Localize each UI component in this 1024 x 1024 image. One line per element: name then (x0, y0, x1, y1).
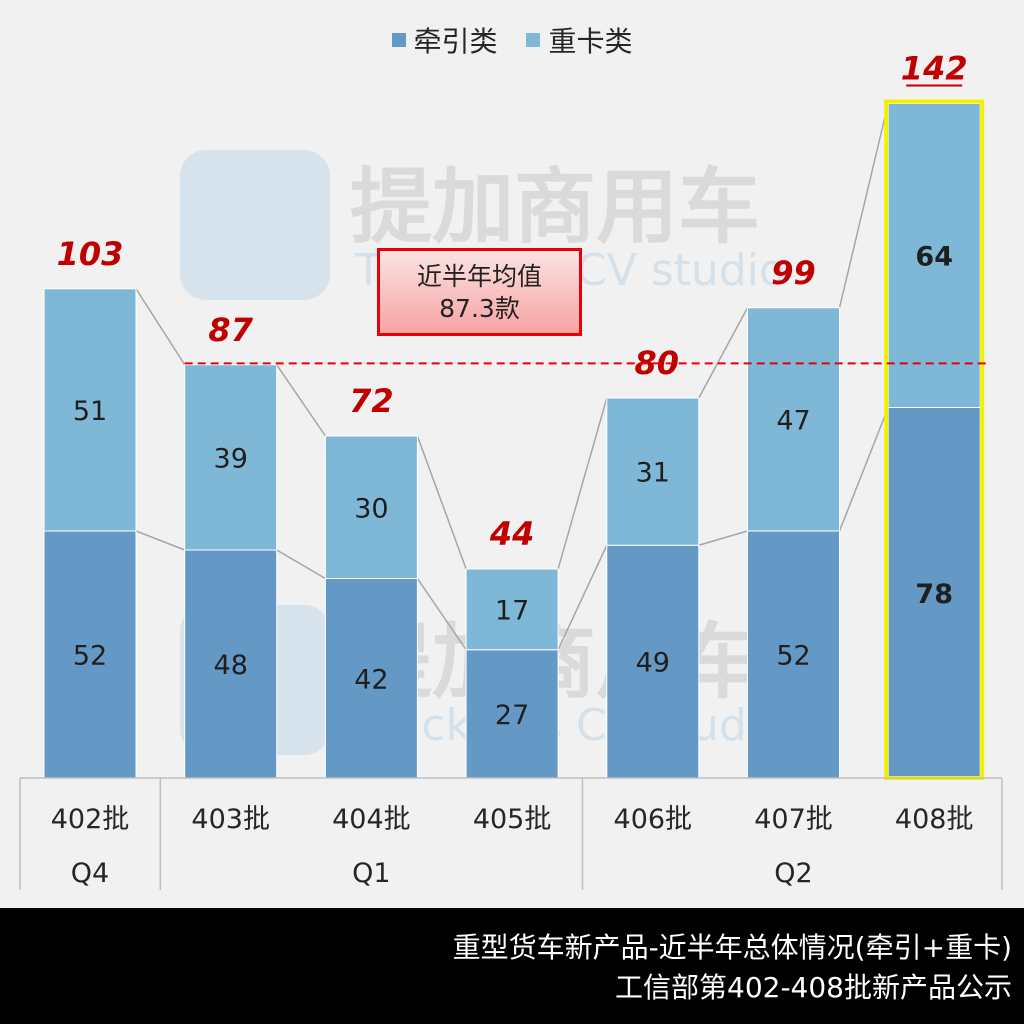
average-callout: 近半年均值 87.3款 (377, 248, 582, 336)
connector-line-top (838, 103, 889, 308)
axis-tick-label: 402批 (51, 804, 130, 835)
data-label-heavy: 17 (495, 595, 529, 626)
connector-line-top (557, 397, 608, 570)
data-label-total: 72 (349, 382, 394, 420)
axis-tick-label: 408批 (895, 804, 974, 835)
connector-line-top (698, 307, 749, 399)
x-axis: Q4 Q1 Q2 402批 403批 404批 405批 406批 407批 408批 (19, 777, 1003, 890)
legend-item-heavy: 重卡类 (526, 20, 632, 60)
data-label-traction: 78 (915, 579, 953, 610)
bars-group: 5251103483987423072271744493180524799786… (43, 50, 985, 780)
data-label-heavy: 30 (354, 493, 388, 524)
average-callout-value: 87.3款 (439, 294, 520, 323)
data-label-heavy: 31 (636, 458, 670, 489)
data-label-traction: 42 (354, 664, 388, 695)
stacked-bar-chart: 提加商用车Truckplus CV studio提加商用车Truckplus C… (19, 50, 1003, 890)
legend-item-traction: 牵引类 (391, 20, 498, 60)
data-label-total: 44 (489, 515, 535, 553)
bar-heavy (747, 307, 840, 532)
data-label-traction: 52 (776, 641, 810, 672)
legend-label-traction: 牵引类 (413, 25, 498, 58)
axis-group-label: Q1 (352, 858, 390, 889)
bar-heavy (465, 568, 559, 651)
axis-tick-label: 404批 (332, 804, 411, 835)
bar-traction (887, 407, 981, 779)
footer-banner: 重型货车新产品-近半年总体情况(牵引+重卡) 工信部第402-408批新产品公示 (0, 908, 1024, 1024)
watermark-text-en: Truckplus CV studio (354, 700, 786, 751)
data-label-total: 87 (208, 311, 253, 349)
legend-swatch-traction (391, 33, 406, 47)
bar-traction (606, 544, 700, 779)
data-label-traction: 49 (636, 648, 670, 679)
bar-heavy (324, 435, 418, 579)
footer-subtitle: 工信部第402-408批新产品公示 (615, 971, 1012, 1004)
data-label-heavy: 47 (776, 405, 810, 436)
connector-line-top (416, 435, 467, 570)
bar-heavy (184, 364, 278, 551)
data-label-heavy: 64 (915, 242, 953, 273)
watermark-logo-icon (180, 150, 330, 300)
bar-heavy (887, 103, 981, 408)
connector-line-bottom (557, 544, 608, 651)
data-label-traction: 27 (495, 700, 529, 731)
data-label-total: 99 (771, 254, 816, 292)
data-label-total: 142 (901, 50, 968, 88)
bar-heavy (606, 397, 700, 546)
bar-traction (747, 530, 840, 779)
connector-line-bottom (698, 530, 748, 546)
watermark-text-cn: 提加商用车 (350, 160, 760, 255)
axis-tick-label: 407批 (754, 804, 833, 835)
legend-label-heavy: 重卡类 (548, 25, 633, 58)
legend: 牵引类 重卡类 (0, 20, 1024, 60)
legend-swatch-heavy (526, 33, 541, 47)
connector-line-bottom (838, 407, 889, 532)
connector-line-bottom (416, 578, 467, 651)
bar-traction (465, 649, 559, 779)
connector-line-top (135, 288, 186, 366)
average-callout-title: 近半年均值 (416, 262, 542, 291)
data-label-traction: 48 (214, 650, 248, 681)
footer-title: 重型货车新产品-近半年总体情况(牵引+重卡) (452, 931, 1012, 964)
connector-line-bottom (135, 530, 185, 551)
data-label-total: 103 (57, 235, 124, 273)
data-label-heavy: 39 (214, 443, 248, 474)
data-label-heavy: 51 (73, 396, 107, 427)
axis-tick-label: 405批 (473, 804, 552, 835)
connector-line-top (276, 364, 327, 437)
bar-traction (184, 549, 278, 779)
bar-traction (43, 530, 137, 779)
bar-traction (324, 578, 418, 779)
axis-tick-label: 406批 (614, 804, 693, 835)
axis-group-label: Q2 (774, 858, 812, 889)
connector-line-bottom (276, 549, 326, 580)
axis-tick-label: 403批 (191, 804, 270, 835)
axis-group-label: Q4 (71, 858, 109, 889)
connector-lines (135, 103, 889, 651)
bar-heavy (43, 288, 137, 532)
data-label-traction: 52 (73, 641, 107, 672)
